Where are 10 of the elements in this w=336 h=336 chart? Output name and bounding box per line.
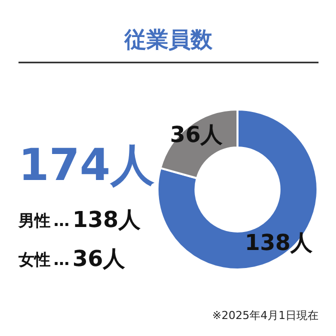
data-label: 138人: [244, 231, 314, 256]
text: 男性: [18, 211, 50, 230]
text: 36人: [72, 247, 126, 272]
text: 174人: [18, 140, 154, 191]
chart-title: 従業員数: [124, 28, 214, 53]
text: ※2025年4月1日現在: [212, 309, 319, 322]
text: …: [54, 211, 70, 230]
text: …: [54, 250, 70, 269]
text: 女性: [18, 250, 50, 269]
text: 138人: [72, 208, 140, 233]
